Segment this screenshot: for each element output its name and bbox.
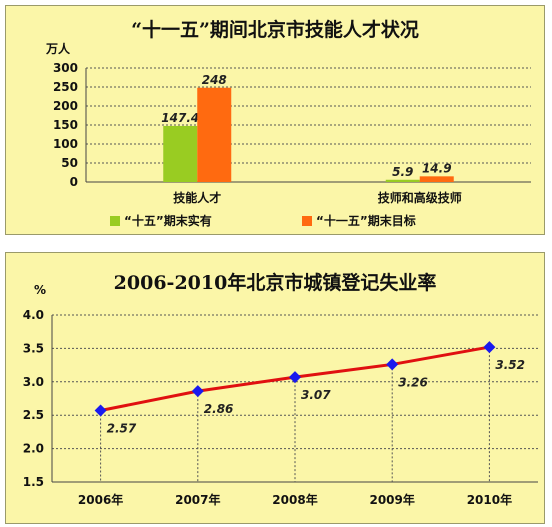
y-tick-label: 2.0: [23, 442, 44, 456]
data-label: 3.26: [398, 375, 428, 389]
data-point: [386, 358, 399, 371]
bar: [385, 179, 420, 182]
y-tick-label: 2.5: [23, 408, 44, 422]
y-tick-label: 300: [53, 61, 78, 75]
top-chart-panel: “十一五”期间北京市技能人才状况 万人 0 50 100 150 200 250 300 技能…: [5, 5, 545, 235]
legend-swatch-series-2: [302, 215, 312, 226]
x-tick-label: 2008年: [272, 492, 317, 507]
y-tick-label: 0: [70, 175, 78, 189]
data-label: 3.52: [495, 358, 525, 372]
y-tick-label: 100: [53, 137, 78, 151]
y-tick-label: 1.5: [23, 475, 44, 489]
bottom-chart-panel: 2006-2010年北京市城镇登记失业率 % 1.5 2.0 2.5 3.0 3.5 4.…: [5, 252, 545, 524]
top-chart-title: “十一五”期间北京市技能人才状况: [131, 19, 419, 41]
data-label: 2.86: [204, 402, 234, 416]
y-tick-label: 3.5: [23, 341, 44, 355]
data-label: 2.57: [107, 422, 137, 436]
data-point: [289, 371, 301, 384]
x-tick-label: 技能人才: [173, 190, 221, 205]
y-tick-label: 4.0: [23, 308, 44, 322]
line-chart: 1.5 2.0 2.5 3.0 3.5 4.0 2006年 2007年 2008年 2009年 20…: [23, 308, 538, 507]
y-tick-label: 200: [53, 99, 78, 113]
legend-label-series-1: “十五”期末实有: [124, 214, 212, 228]
data-point: [483, 341, 496, 354]
bar: [419, 176, 454, 182]
bar: [197, 87, 232, 182]
bar-value-label: 14.9: [422, 161, 452, 175]
legend-swatch-series-1: [110, 215, 120, 226]
bar-value-label: 248: [202, 73, 227, 87]
data-label: 3.07: [301, 388, 331, 402]
bar-chart: 0 50 100 150 200 250 300 技能人才 147.4 248 技师和高级技师 5.9…: [53, 61, 531, 205]
bar-value-label: 147.4: [161, 111, 199, 125]
data-point: [94, 404, 107, 417]
x-tick-label: 2006年: [78, 492, 123, 507]
bottom-chart-title: 2006-2010年北京市城镇登记失业率: [113, 272, 437, 294]
x-tick-label: 技师和高级技师: [378, 190, 462, 205]
bottom-chart-ylabel: %: [34, 283, 47, 297]
legend-item-series-2: “十一五”期末目标: [302, 212, 416, 229]
bar-value-label: 5.9: [392, 165, 413, 179]
y-tick-label: 250: [53, 80, 78, 94]
data-point: [191, 385, 204, 398]
legend-label-series-2: “十一五”期末目标: [316, 214, 416, 228]
legend-item-series-1: “十五”期末实有: [110, 212, 212, 229]
y-tick-label: 150: [53, 118, 78, 132]
top-chart-ylabel: 万人: [46, 42, 71, 56]
y-tick-label: 50: [61, 156, 78, 170]
bar: [163, 125, 198, 182]
x-tick-label: 2007年: [175, 492, 220, 507]
x-tick-label: 2010年: [467, 492, 512, 507]
x-tick-label: 2009年: [369, 492, 414, 507]
y-tick-label: 3.0: [23, 375, 44, 389]
